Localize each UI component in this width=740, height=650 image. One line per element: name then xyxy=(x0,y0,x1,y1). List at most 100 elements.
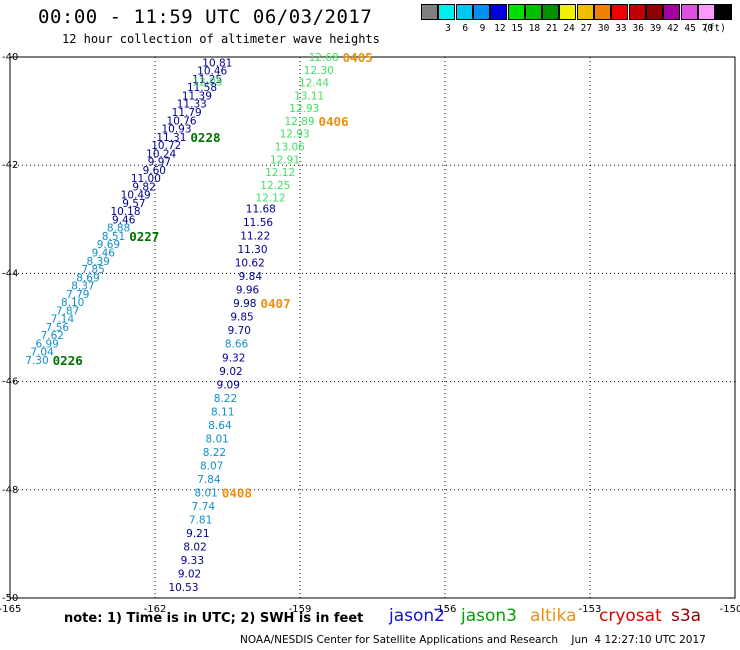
wave-height-label: 12.93 xyxy=(289,103,319,115)
wave-height-label: 10.46 xyxy=(197,66,227,78)
scale-label: 6 xyxy=(462,23,469,34)
scale-swatch xyxy=(645,4,663,20)
wave-height-label: 7.81 xyxy=(189,515,212,527)
wave-height-label: 11.25 xyxy=(192,74,222,86)
wave-height-label: 7.56 xyxy=(46,322,70,334)
scale-swatch xyxy=(421,4,438,20)
scale-swatch xyxy=(455,4,473,20)
wave-height-label: 9.98 xyxy=(233,298,256,310)
wave-height-label: 9.02 xyxy=(219,366,242,378)
satellite-legend-s3a: s3a xyxy=(671,606,702,626)
wave-height-label: 12.25 xyxy=(260,180,290,192)
wave-height-label: 8.69 xyxy=(76,272,99,284)
scale-swatch xyxy=(594,4,611,20)
wave-height-label: 10.49 xyxy=(121,190,151,202)
wave-height-label: 12.91 xyxy=(270,154,300,166)
wave-height-label: 9.70 xyxy=(228,325,251,337)
wave-height-label: 12.89 xyxy=(284,116,314,128)
scale-label: 15 xyxy=(511,23,523,34)
scale-label: 3 xyxy=(445,23,451,34)
wave-height-label: 8.22 xyxy=(203,447,226,459)
satellite-legend-jason3: jason3 xyxy=(461,606,517,626)
scale-swatch xyxy=(507,4,525,20)
wave-height-label: 10.93 xyxy=(161,124,191,136)
wave-height-label: 7.84 xyxy=(197,474,221,486)
scale-swatch xyxy=(524,4,542,20)
latitude-label: -50 xyxy=(2,593,18,604)
longitude-label: -150 xyxy=(720,604,740,615)
wave-height-label: 11.33 xyxy=(177,99,207,111)
wave-height-label: 8.11 xyxy=(211,406,234,418)
wave-height-label: 6.99 xyxy=(35,338,58,350)
map-subtitle: 12 hour collection of altimeter wave hei… xyxy=(62,32,380,46)
scale-label: 12 xyxy=(494,23,506,34)
wave-height-label: 9.85 xyxy=(230,312,253,324)
scale-label: 39 xyxy=(649,23,662,34)
scale-swatch xyxy=(663,4,681,20)
wave-height-label: 9.69 xyxy=(97,239,120,251)
wave-height-label: 8.37 xyxy=(71,281,94,293)
longitude-label: -165 xyxy=(0,604,21,615)
pass-time-label: 0228 xyxy=(190,130,220,145)
wave-height-label: 11.56 xyxy=(243,217,273,229)
wave-height-label: 7.62 xyxy=(41,330,64,342)
wave-height-label: 10.72 xyxy=(151,140,181,152)
latitude-label: -46 xyxy=(2,377,18,388)
wave-height-label: 11.31 xyxy=(156,132,186,144)
map-title: 00:00 - 11:59 UTC 06/03/2017 xyxy=(38,6,373,28)
wave-height-label: 8.88 xyxy=(107,223,130,235)
wave-height-label: 13.06 xyxy=(275,142,305,154)
scale-label: 21 xyxy=(546,23,558,34)
scale-label: 9 xyxy=(479,23,486,34)
wave-height-label: 9.32 xyxy=(222,352,245,364)
wave-height-label: 11.79 xyxy=(172,107,202,119)
scale-swatch xyxy=(715,4,733,20)
wave-height-label: 7.85 xyxy=(81,264,104,276)
wave-height-label: 10.18 xyxy=(110,206,140,218)
scale-swatch xyxy=(697,4,715,20)
wave-height-label: 10.62 xyxy=(235,258,265,270)
longitude-label: -153 xyxy=(579,604,602,615)
wave-height-label: 12.05 xyxy=(193,76,223,88)
wave-height-label: 12.68 xyxy=(309,52,339,64)
scale-swatch xyxy=(472,4,490,20)
scale-swatch xyxy=(611,4,629,20)
wave-height-label: 9.21 xyxy=(186,528,209,540)
wave-height-label: 9.82 xyxy=(132,181,155,193)
scale-swatch xyxy=(490,4,508,20)
wave-height-label: 8.02 xyxy=(183,542,206,554)
scale-label: 18 xyxy=(528,23,541,34)
pass-time-label: 0227 xyxy=(129,229,159,244)
latitude-label: -40 xyxy=(2,52,18,63)
wave-height-label: 8.01 xyxy=(194,488,217,500)
pass-time-label: 0405 xyxy=(343,50,373,65)
longitude-label: -162 xyxy=(144,604,167,615)
satellite-legend-cryosat: cryosat xyxy=(599,606,662,626)
scale-label: 70 xyxy=(701,23,714,34)
scale-label: 45 xyxy=(684,23,696,34)
scale-label: 27 xyxy=(580,23,593,34)
wave-height-label: 7.87 xyxy=(56,305,79,317)
wave-height-label: 8.66 xyxy=(225,339,249,351)
latitude-label: -44 xyxy=(2,268,18,279)
wave-height-label: 7.30 xyxy=(25,355,48,367)
scale-unit: (ft) xyxy=(702,23,726,34)
scale-swatch xyxy=(576,4,594,20)
wave-height-label: 8.39 xyxy=(86,256,109,268)
wave-height-label: 9.46 xyxy=(112,214,136,226)
scale-swatch xyxy=(680,4,698,20)
pass-time-label: 0408 xyxy=(222,486,252,501)
scale-swatch xyxy=(438,4,456,20)
wave-height-label: 10.24 xyxy=(146,148,176,160)
wave-height-label: 9.84 xyxy=(239,271,263,283)
wave-height-label: 9.97 xyxy=(148,157,171,169)
wave-height-label: 7.79 xyxy=(66,289,89,301)
scale-label: 30 xyxy=(597,23,610,34)
latitude-label: -48 xyxy=(2,485,18,496)
wave-height-label: 8.07 xyxy=(200,460,223,472)
wave-height-label: 9.33 xyxy=(181,555,204,567)
wave-height-label: 11.30 xyxy=(237,244,267,256)
wave-height-label: 11.00 xyxy=(131,173,161,185)
wave-height-label: 8.22 xyxy=(214,393,237,405)
